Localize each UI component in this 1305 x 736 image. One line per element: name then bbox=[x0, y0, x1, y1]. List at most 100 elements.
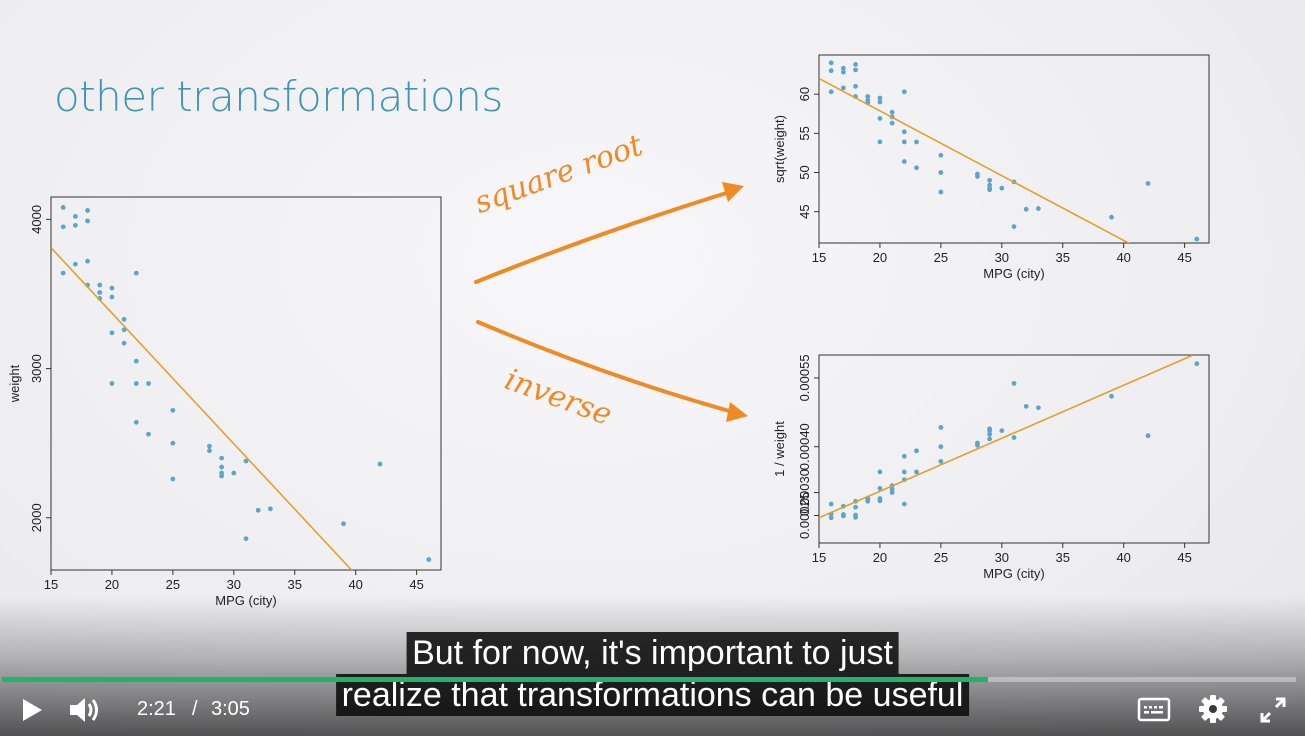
y-tick-label: 0.00040 bbox=[797, 423, 812, 470]
data-point bbox=[109, 294, 115, 300]
y-tick-label: 50 bbox=[797, 165, 812, 179]
data-point bbox=[901, 139, 907, 145]
data-point bbox=[853, 504, 858, 510]
data-point bbox=[243, 536, 249, 542]
data-point bbox=[109, 330, 115, 336]
data-point bbox=[243, 458, 249, 464]
square-root-arrowhead bbox=[722, 182, 744, 202]
data-point bbox=[85, 208, 90, 213]
data-point bbox=[1145, 181, 1151, 186]
data-point bbox=[901, 453, 907, 459]
data-point bbox=[987, 177, 993, 183]
data-point bbox=[1023, 403, 1029, 409]
x-tick-label: 45 bbox=[1177, 550, 1191, 565]
plot-frame bbox=[50, 196, 442, 571]
y-tick-label: 45 bbox=[797, 204, 812, 218]
x-tick-label: 25 bbox=[166, 577, 180, 592]
data-point bbox=[1035, 405, 1041, 411]
x-tick-label: 45 bbox=[409, 577, 423, 592]
y-axis-label: sqrt(weight) bbox=[772, 115, 787, 183]
data-point bbox=[146, 431, 151, 437]
plot-frame bbox=[818, 354, 1210, 544]
y-tick-label: 3000 bbox=[29, 354, 44, 383]
data-point bbox=[901, 89, 907, 95]
time-separator: / bbox=[192, 698, 198, 720]
x-tick-label: 40 bbox=[1116, 550, 1130, 565]
x-axis-label: MPG (city) bbox=[983, 566, 1044, 581]
data-point bbox=[121, 316, 127, 322]
data-point bbox=[938, 458, 944, 464]
progress-bar-fill bbox=[2, 677, 989, 682]
data-point bbox=[72, 222, 78, 228]
data-point bbox=[999, 428, 1005, 434]
data-point bbox=[840, 512, 846, 517]
data-point bbox=[901, 501, 907, 507]
settings-button[interactable] bbox=[1198, 694, 1228, 724]
data-point bbox=[914, 469, 919, 475]
y-tick-label: 0.00030 bbox=[797, 469, 812, 516]
data-point bbox=[840, 69, 846, 75]
captions-button[interactable] bbox=[1137, 696, 1171, 724]
data-point bbox=[60, 270, 66, 276]
fit-line bbox=[51, 247, 353, 570]
x-tick-label: 35 bbox=[1056, 550, 1070, 565]
data-point bbox=[85, 218, 90, 224]
current-time: 2:21 bbox=[137, 698, 176, 720]
data-point bbox=[999, 185, 1005, 191]
data-point bbox=[889, 486, 895, 492]
data-point bbox=[938, 170, 944, 175]
data-point bbox=[219, 455, 225, 461]
data-point bbox=[60, 205, 66, 210]
x-tick-label: 20 bbox=[873, 250, 887, 265]
data-point bbox=[1194, 361, 1200, 367]
data-point bbox=[1035, 206, 1041, 211]
data-point bbox=[889, 109, 895, 115]
data-point bbox=[219, 473, 225, 479]
progress-bar[interactable] bbox=[2, 677, 1296, 682]
data-point bbox=[828, 60, 834, 66]
data-point bbox=[975, 174, 980, 179]
data-point bbox=[877, 486, 883, 491]
data-point bbox=[877, 139, 883, 145]
play-icon bbox=[23, 699, 42, 721]
inverse-weight-scatter-plot: 15 20 25 30 35 40 45 0.00025 0.00030 0.00040 0.000… bbox=[765, 345, 1225, 595]
data-point bbox=[1011, 435, 1017, 440]
data-point bbox=[133, 358, 139, 364]
play-button[interactable] bbox=[18, 696, 46, 724]
data-point bbox=[170, 476, 176, 482]
data-point bbox=[133, 419, 139, 425]
y-tick-label: 55 bbox=[797, 126, 812, 140]
volume-button[interactable] bbox=[68, 695, 102, 725]
data-point bbox=[828, 89, 834, 95]
data-point bbox=[828, 515, 834, 521]
data-point bbox=[341, 521, 346, 527]
data-point bbox=[828, 501, 834, 507]
x-tick-label: 30 bbox=[227, 577, 241, 592]
data-point bbox=[987, 431, 993, 437]
data-point bbox=[1011, 224, 1017, 229]
fullscreen-button[interactable] bbox=[1257, 694, 1289, 726]
data-point bbox=[865, 94, 871, 99]
data-point bbox=[109, 381, 115, 386]
x-tick-label: 40 bbox=[1116, 250, 1130, 265]
fit-line bbox=[819, 77, 1131, 243]
duration: 3:05 bbox=[211, 698, 250, 720]
data-point bbox=[72, 261, 78, 267]
y-axis-label: weight bbox=[7, 364, 22, 403]
data-point bbox=[914, 165, 919, 171]
x-tick-label: 35 bbox=[1056, 250, 1070, 265]
data-point bbox=[828, 68, 834, 74]
slide-title: other transformations bbox=[54, 72, 503, 121]
data-point bbox=[133, 381, 139, 386]
volume-icon bbox=[70, 698, 98, 722]
plot-frame bbox=[818, 54, 1210, 244]
y-tick-label: 60 bbox=[797, 87, 812, 101]
data-point bbox=[987, 436, 993, 442]
y-tick-label: 4000 bbox=[29, 205, 44, 234]
data-point bbox=[853, 83, 858, 89]
captions-icon bbox=[1137, 697, 1171, 722]
data-point bbox=[853, 62, 858, 67]
x-tick-label: 15 bbox=[812, 550, 826, 565]
data-point bbox=[1011, 381, 1017, 386]
